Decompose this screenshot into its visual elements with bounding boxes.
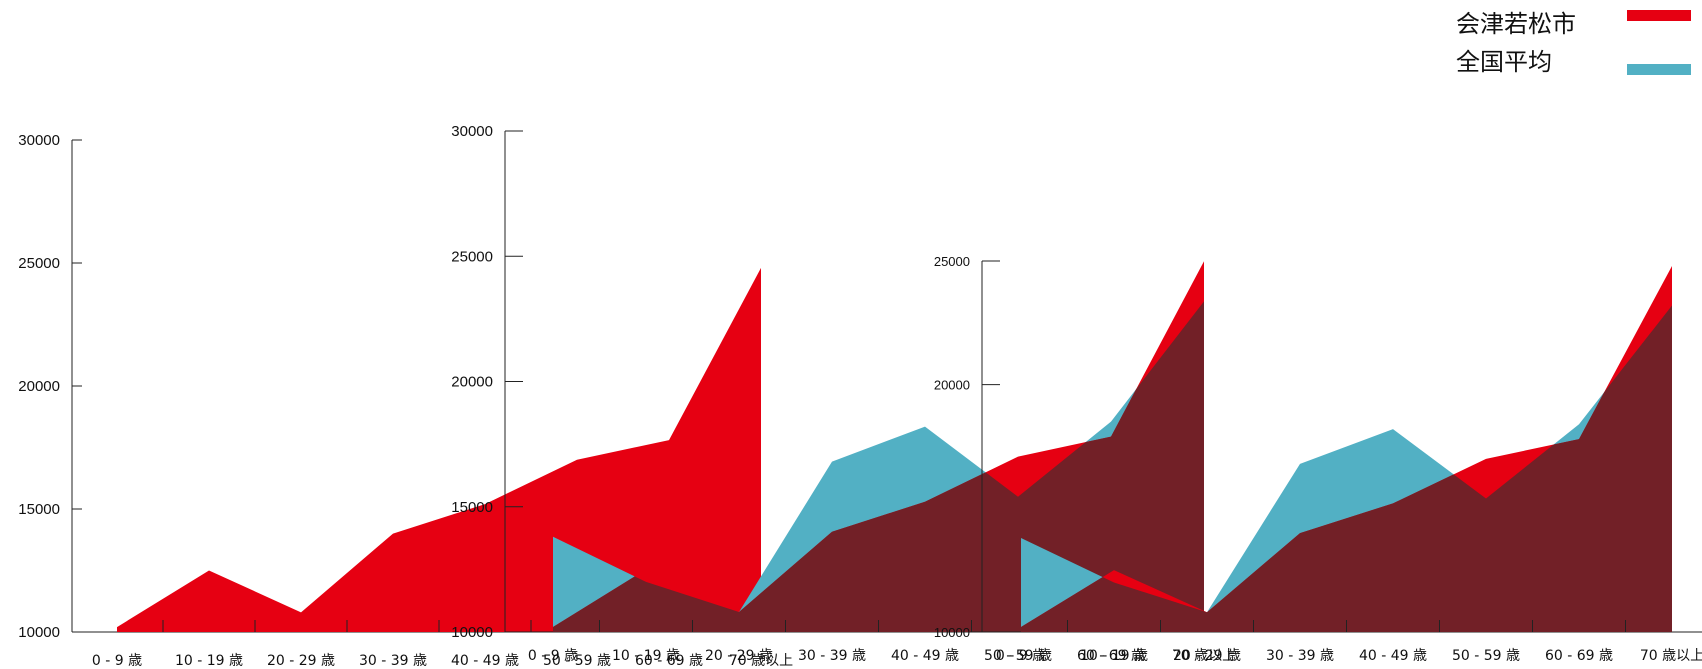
legend-label-national-average: 全国平均 — [1456, 48, 1552, 76]
legend-swatch-national-average — [1627, 64, 1691, 75]
x-tick-label-6: 60 - 69 歳 — [635, 653, 703, 669]
chart-panel-c: 10000 20000 25000 0 - 9 歳 10 - 19 歳 20 - 29 歳… — [934, 254, 1702, 664]
x-tick-label-6: 60 - 69 歳 — [1077, 648, 1145, 664]
x-tick-label-0: 0 - 9 歳 — [92, 653, 142, 669]
x-tick-label-2: 20 - 29 歳 — [267, 653, 335, 669]
y-tick-label-10000: 10000 — [934, 625, 970, 640]
x-tick-label-4: 40 - 49 歳 — [891, 648, 959, 664]
x-tick-label-7: 70 歳以上 — [1640, 648, 1702, 664]
chart-panel-a: 10000 15000 20000 25000 30000 0 - 9 歳 10 - 19 … — [18, 132, 808, 669]
x-tick-label-5: 50 - 59 歳 — [984, 648, 1052, 664]
x-tick-label-2: 20 - 29 歳 — [705, 648, 773, 664]
x-tick-label-5: 50 - 59 歳 — [543, 653, 611, 669]
y-tick-label-25000: 25000 — [934, 254, 970, 269]
legend-label-aizuwakamatsu: 会津若松市 — [1456, 10, 1576, 38]
y-tick-label-30000: 30000 — [18, 132, 60, 149]
x-tick-label-6: 60 - 69 歳 — [1545, 648, 1613, 664]
x-tick-label-1: 10 - 19 歳 — [1080, 648, 1148, 664]
x-tick-label-7: 70 歳以上 — [729, 653, 793, 669]
x-tick-label-2: 20 - 29 歳 — [1173, 648, 1241, 664]
x-tick-label-3: 30 - 39 歳 — [1266, 648, 1334, 664]
y-tick-label-25000: 25000 — [18, 255, 60, 272]
x-tick-label-0: 0 - 9 歳 — [996, 648, 1046, 664]
y-tick-label-15000: 15000 — [451, 499, 493, 516]
x-tick-label-5: 50 - 59 歳 — [1452, 648, 1520, 664]
legend-swatch-aizuwakamatsu — [1627, 10, 1691, 21]
y-tick-label-20000: 20000 — [934, 378, 970, 393]
x-tick-label-3: 30 - 39 歳 — [359, 653, 427, 669]
x-tick-label-4: 40 - 49 歳 — [451, 653, 519, 669]
y-tick-label-20000: 20000 — [451, 374, 493, 391]
y-tick-label-15000: 15000 — [18, 501, 60, 518]
y-tick-label-10000: 10000 — [18, 624, 60, 641]
x-tick-label-0: 0 - 9 歳 — [528, 648, 578, 664]
x-tick-label-7: 70 歳以上 — [1172, 648, 1236, 664]
y-tick-label-25000: 25000 — [451, 248, 493, 265]
x-tick-label-3: 30 - 39 歳 — [798, 648, 866, 664]
x-tick-label-4: 40 - 49 歳 — [1359, 648, 1427, 664]
area-aizuwakamatsu — [117, 267, 761, 632]
y-tick-label-10000: 10000 — [451, 624, 493, 641]
legend: 会津若松市 全国平均 — [1456, 10, 1691, 76]
x-tick-label-1: 10 - 19 歳 — [175, 653, 243, 669]
y-tick-label-20000: 20000 — [18, 378, 60, 395]
x-tick-label-1: 10 - 19 歳 — [612, 648, 680, 664]
y-tick-label-30000: 30000 — [451, 123, 493, 140]
